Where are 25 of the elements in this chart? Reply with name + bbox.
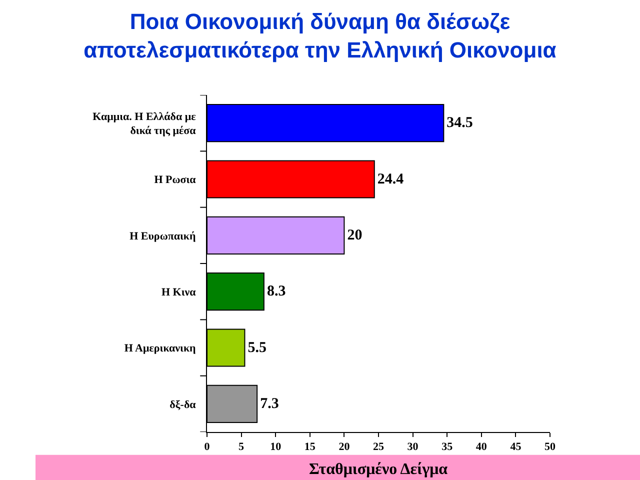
- x-tick-label: 0: [204, 441, 210, 454]
- x-tick-label: 50: [544, 441, 556, 454]
- data-label: 8.3: [266, 284, 286, 300]
- y-tick-label: Η Ευρωπαική: [130, 230, 196, 242]
- x-tick-label: 30: [407, 441, 419, 454]
- y-tick-label: Η Κινα: [161, 286, 197, 298]
- x-tick-label: 15: [304, 441, 316, 454]
- y-tick-label: Η Αμερικανικη: [124, 342, 196, 355]
- y-tick-label: Η Ρωσια: [154, 174, 197, 186]
- y-tick-label: δξ-δα: [170, 398, 197, 411]
- data-label: 24.4: [377, 171, 404, 188]
- x-tick-label: 5: [238, 441, 245, 454]
- x-tick-label: 40: [476, 441, 488, 454]
- x-tick-label: 10: [270, 441, 282, 454]
- x-tick-label: 20: [338, 441, 350, 454]
- y-tick-label: Καμμια. Η Ελλάδα με δικά της μέσα: [92, 110, 197, 138]
- data-label: 7.3: [260, 396, 279, 412]
- x-tick-label: 35: [442, 441, 454, 454]
- data-label: 34.5: [446, 115, 473, 132]
- chart-title: Ποια Οικονομική δύναμη θα διέσωζε αποτελεσματικότερα την Ελληνική Οικονομια: [84, 8, 557, 62]
- x-tick-label: 45: [510, 441, 522, 454]
- data-label: 5.5: [248, 340, 266, 356]
- data-label: 20: [347, 227, 362, 244]
- x-tick-label: 25: [373, 441, 384, 454]
- text: Σταθμισμένο Δείγμα: [309, 461, 448, 478]
